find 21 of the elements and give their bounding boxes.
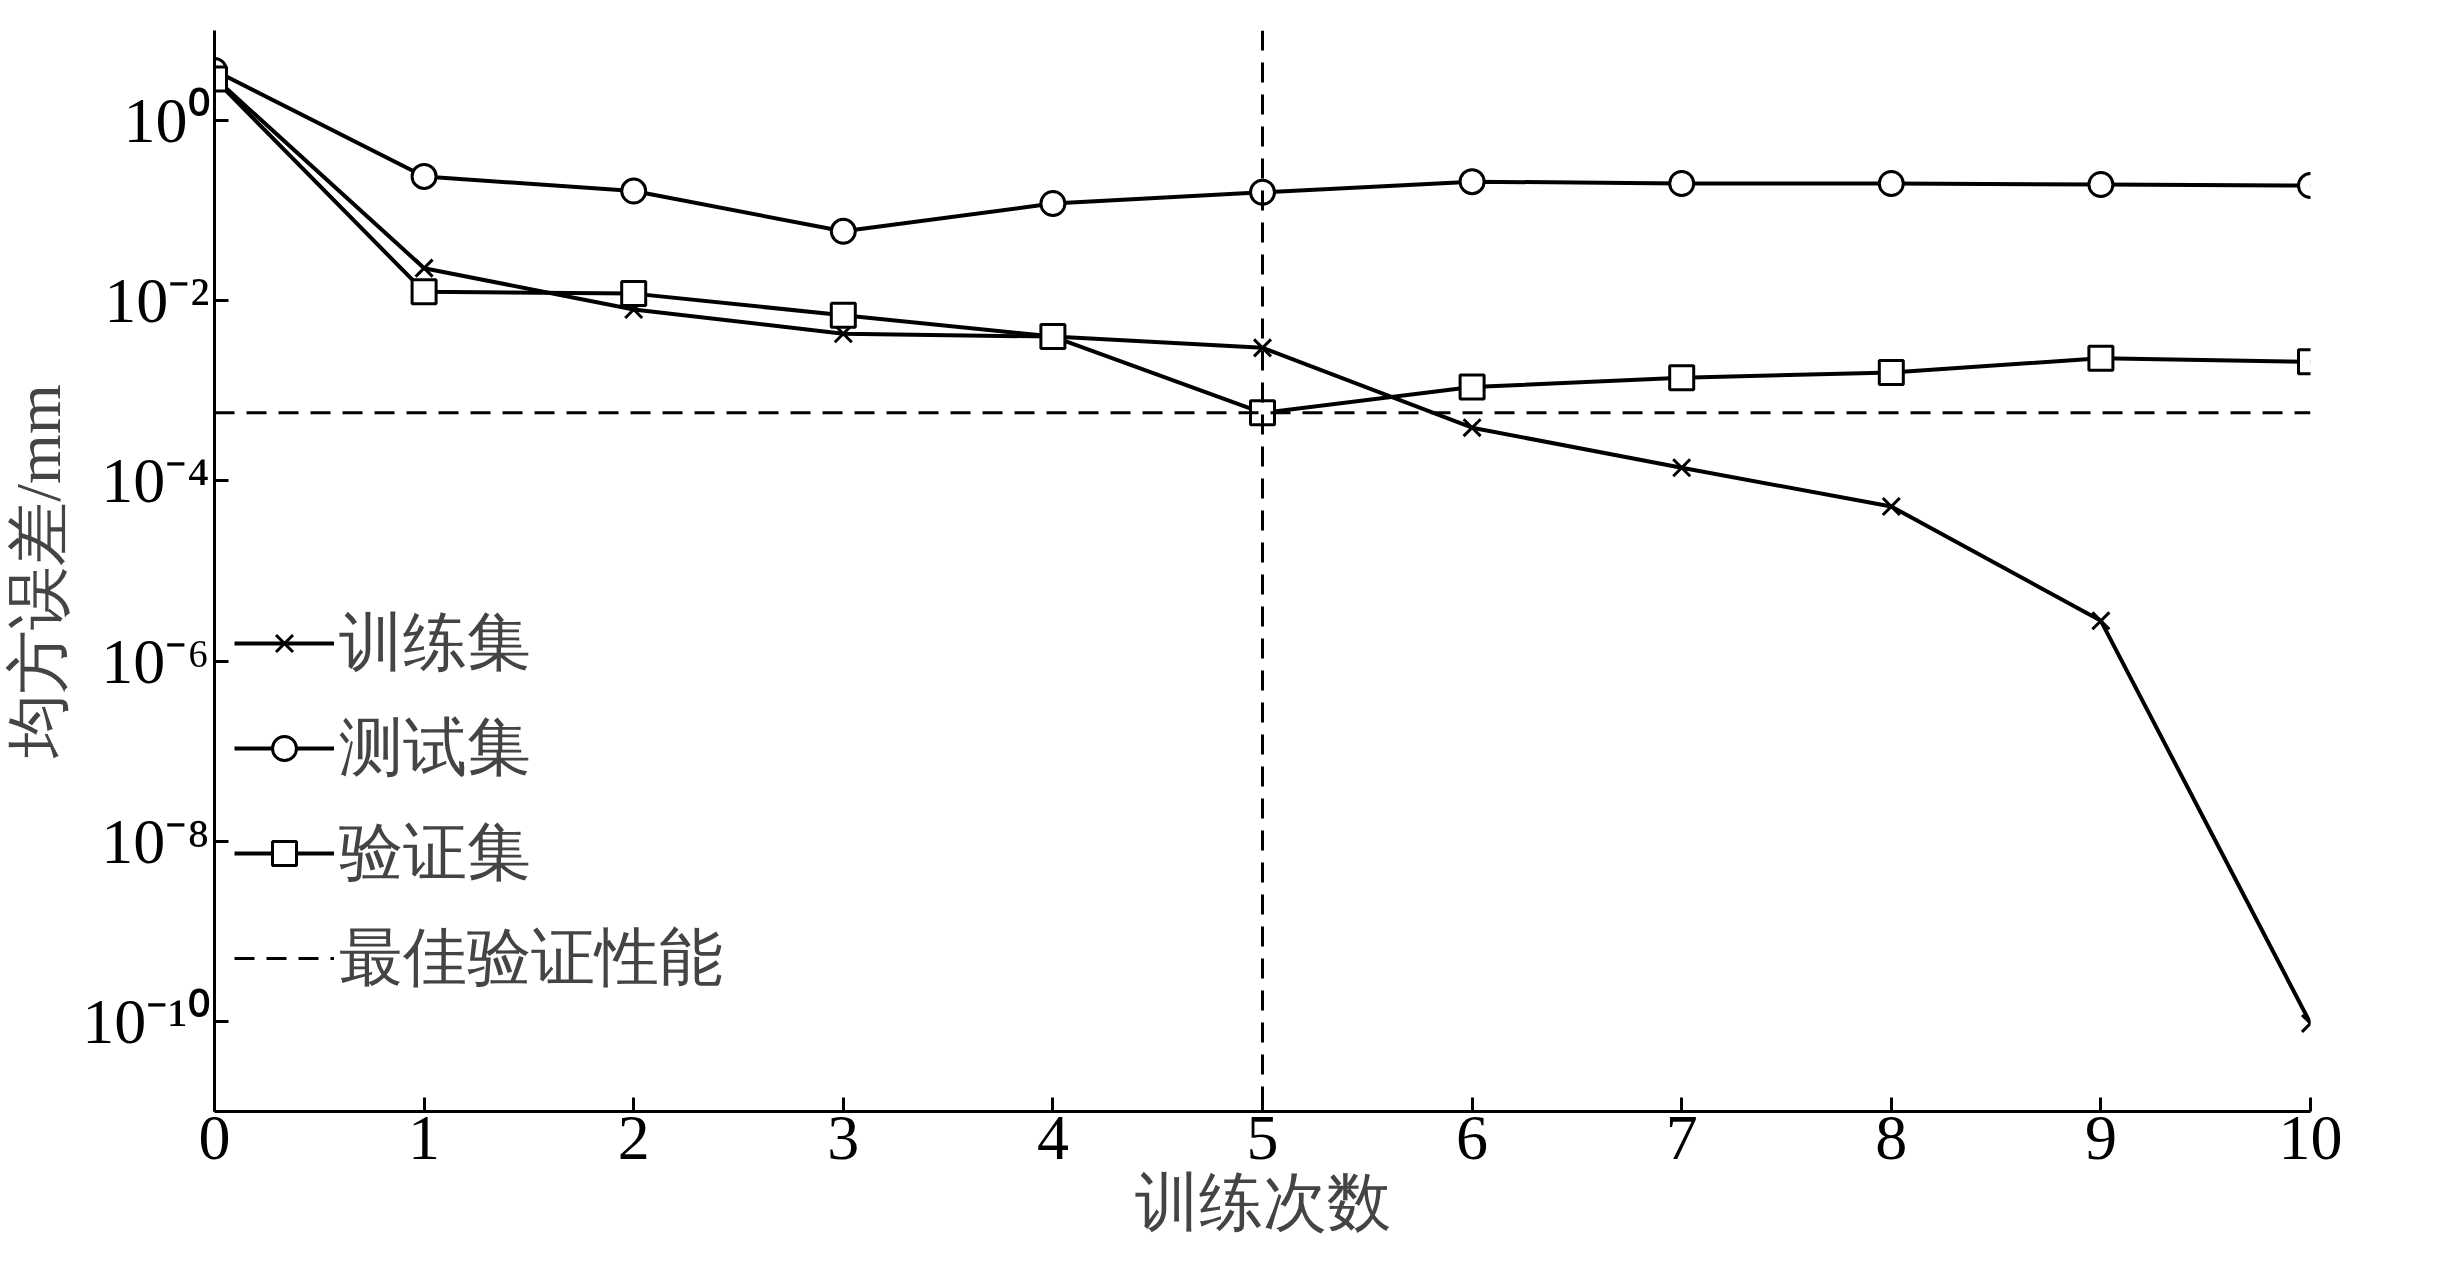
legend-label: 最佳验证性能 [339, 921, 723, 995]
legend-label: 训练集 [339, 606, 531, 680]
x-tick-label: 4 [1036, 1101, 1069, 1173]
x-tick-label: 3 [827, 1101, 860, 1173]
x-tick-label: 2 [617, 1101, 650, 1173]
x-tick-label: 0 [198, 1101, 231, 1173]
y-tick-label: 10⁻⁸ [101, 805, 210, 877]
legend-label: 验证集 [339, 816, 531, 890]
y-axis-title: 均方误差/mm [3, 384, 75, 759]
legend-label: 测试集 [339, 711, 531, 785]
y-tick-label: 10⁻¹⁰ [82, 985, 210, 1057]
x-tick-label: 1 [408, 1101, 441, 1173]
x-tick-label: 9 [2084, 1101, 2117, 1173]
y-tick-label: 10⁻⁶ [101, 625, 210, 697]
x-tick-label: 7 [1665, 1101, 1698, 1173]
x-tick-label: 10 [2278, 1101, 2343, 1173]
x-tick-label: 8 [1875, 1101, 1908, 1173]
y-tick-label: 10⁰ [123, 85, 210, 157]
y-tick-label: 10⁻² [104, 265, 210, 337]
x-tick-label: 6 [1456, 1101, 1489, 1173]
y-tick-label: 10⁻⁴ [101, 445, 210, 517]
